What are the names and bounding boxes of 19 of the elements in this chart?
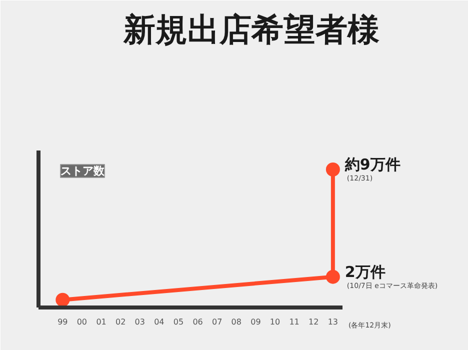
x-tick-label: 07 <box>212 318 222 326</box>
data-label: 約9万件 <box>344 156 400 174</box>
chart-title: 新規出店希望者様 <box>122 10 380 48</box>
x-tick-label: 04 <box>154 318 164 326</box>
x-tick-label: 00 <box>76 318 88 326</box>
data-label: 2万件 <box>344 262 386 281</box>
x-tick-label: 99 <box>58 318 68 326</box>
x-tick-label: 09 <box>250 318 261 326</box>
y-axis-title: ストア数 <box>60 164 106 178</box>
x-tick-label: 12 <box>308 318 319 326</box>
x-tick-label: 06 <box>192 318 203 326</box>
x-tick-label: 01 <box>96 318 106 326</box>
x-tick-label: 13 <box>328 318 338 326</box>
x-tick-label: 05 <box>173 318 184 326</box>
x-tick-label: 10 <box>270 318 280 326</box>
x-tick-label: 02 <box>115 318 126 326</box>
x-tick-label: 03 <box>134 318 145 326</box>
x-tick-label: 11 <box>289 318 300 326</box>
x-tick-label: 08 <box>231 318 242 326</box>
